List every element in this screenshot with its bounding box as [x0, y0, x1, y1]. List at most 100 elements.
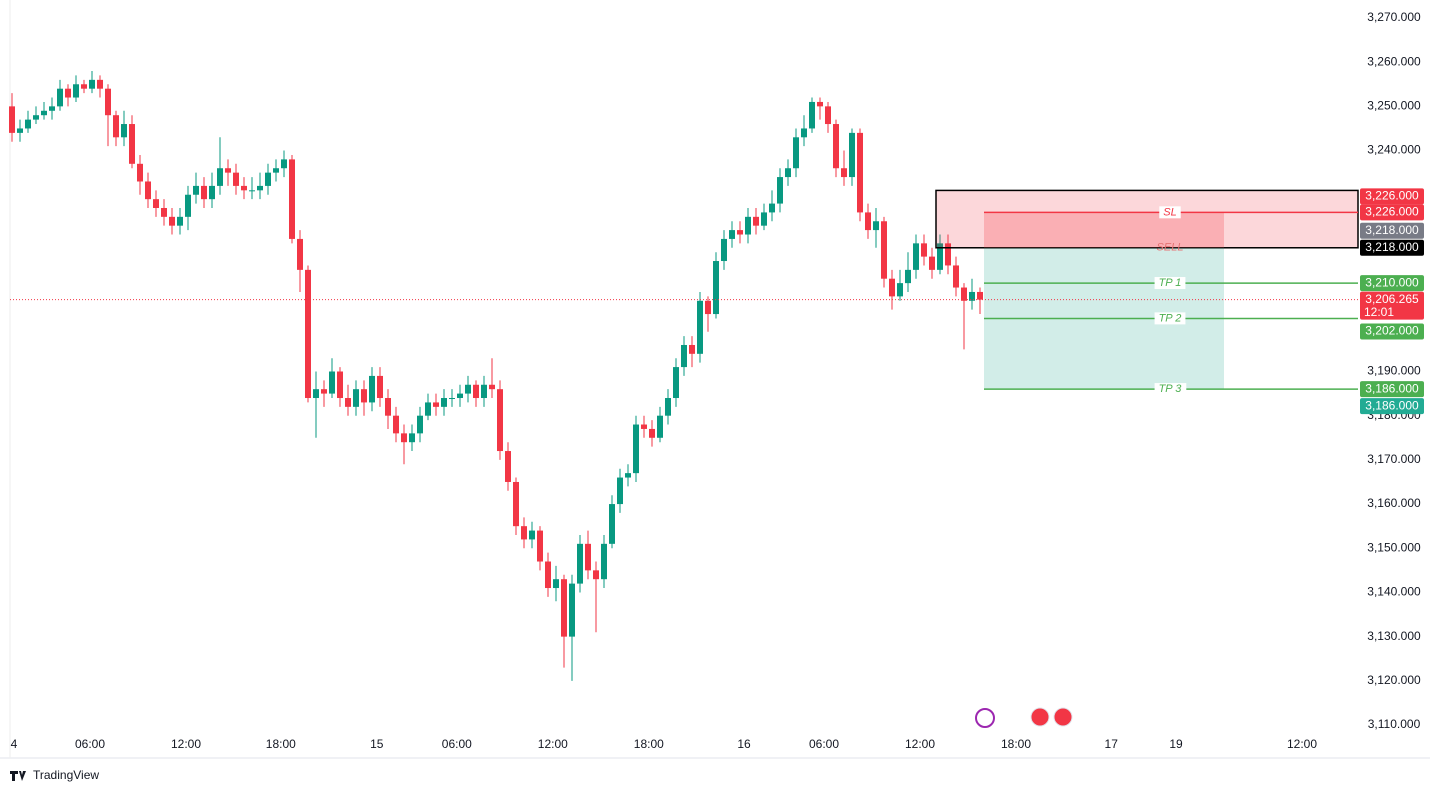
candle-body [57, 88, 63, 107]
candle-body [529, 530, 535, 540]
candle-body [329, 371, 335, 394]
price-tag-box [1360, 204, 1424, 221]
price-tag: 3,218.000 [1360, 222, 1424, 239]
price-tag: 3,226.000 [1360, 188, 1424, 205]
candle-body [225, 168, 231, 173]
candle-body [25, 119, 31, 129]
candle-body [433, 402, 439, 407]
candle-body [977, 291, 983, 300]
candle-body [425, 402, 431, 416]
candle-body [657, 415, 663, 438]
candle-body [961, 287, 967, 301]
candle-body [649, 428, 655, 438]
candle-body [521, 526, 527, 540]
candle-body [801, 128, 807, 138]
level-label: TP 2 [1159, 312, 1182, 324]
candle-body [905, 269, 911, 284]
candle-body [345, 398, 351, 407]
candle-body [593, 570, 599, 580]
candle-body [73, 84, 79, 98]
candle-body [89, 79, 95, 89]
candle-body [121, 124, 127, 138]
candle-body [161, 207, 167, 217]
candle-body [865, 212, 871, 231]
candle-body [513, 481, 519, 527]
candle-body [665, 398, 671, 416]
candle-body [641, 424, 647, 429]
candle-body [321, 389, 327, 394]
event-icons [975, 707, 1073, 728]
candle-body [473, 384, 479, 399]
x-tick-label: 18:00 [266, 737, 296, 751]
price-tag-label: 3,186.000 [1365, 381, 1419, 395]
candle-body [17, 128, 23, 133]
candle-body [97, 79, 103, 89]
candle-body [761, 212, 767, 226]
candle-body [313, 389, 319, 399]
candle-body [921, 243, 927, 257]
candle-body [185, 194, 191, 217]
candle-body [497, 389, 503, 452]
candle-body [449, 398, 455, 400]
candle-body [969, 291, 975, 301]
risk-zone [984, 212, 1224, 248]
candle-body [713, 261, 719, 315]
price-tag-label: 3,226.000 [1365, 189, 1419, 203]
y-tick-label: 3,270.000 [1367, 10, 1421, 24]
price-tag: 3,202.000 [1360, 323, 1424, 340]
logo [10, 771, 26, 781]
candle-body [745, 216, 751, 235]
candle-body [209, 185, 215, 200]
candle-body [545, 561, 551, 589]
candle-body [609, 504, 615, 544]
y-tick-label: 3,120.000 [1367, 673, 1421, 687]
candle-body [705, 300, 711, 315]
candle-body [841, 168, 847, 178]
candle-body [601, 543, 607, 580]
candle-body [177, 216, 183, 226]
candle-body [537, 530, 543, 562]
candle-body [281, 159, 287, 169]
candle-body [617, 477, 623, 505]
candle-body [393, 415, 399, 434]
price-tag: 3,218.000 [1360, 239, 1424, 256]
current-price-label: 3,206.265 [1365, 292, 1419, 306]
x-tick-label: 16 [737, 737, 751, 751]
candle-body [681, 344, 687, 368]
candle-body [777, 177, 783, 204]
candle-body [305, 269, 311, 399]
candle-body [193, 185, 199, 195]
price-tag-box [1360, 239, 1424, 256]
candle-body [553, 579, 559, 589]
price-tag-label: 3,226.000 [1365, 205, 1419, 219]
candle-body [729, 230, 735, 239]
price-tag-box [1360, 222, 1424, 239]
y-tick-label: 3,160.000 [1367, 496, 1421, 510]
x-tick-label: 4 [11, 737, 18, 751]
candle-body [897, 283, 903, 297]
candle-body [249, 190, 255, 192]
candle-body [489, 384, 495, 390]
candle-body [585, 543, 591, 571]
price-tag-label: 3,218.000 [1365, 240, 1419, 254]
candle-body [401, 433, 407, 443]
candle-body [105, 88, 111, 116]
candle-body [65, 88, 71, 98]
candle-body [889, 278, 895, 297]
candle-body [257, 185, 263, 191]
candle-body [41, 110, 47, 116]
candle-body [9, 106, 15, 133]
x-tick-label: 06:00 [75, 737, 105, 751]
candle-body [337, 371, 343, 399]
candle-body [873, 221, 879, 231]
price-tag-box [1360, 188, 1424, 205]
level-label-bg [1154, 277, 1186, 290]
candle-body [233, 172, 239, 186]
candle-body [129, 124, 135, 164]
candle-body [569, 583, 575, 637]
candle-body [833, 124, 839, 169]
y-tick-label: 3,170.000 [1367, 452, 1421, 466]
price-tag: 3,226.000 [1360, 204, 1424, 221]
